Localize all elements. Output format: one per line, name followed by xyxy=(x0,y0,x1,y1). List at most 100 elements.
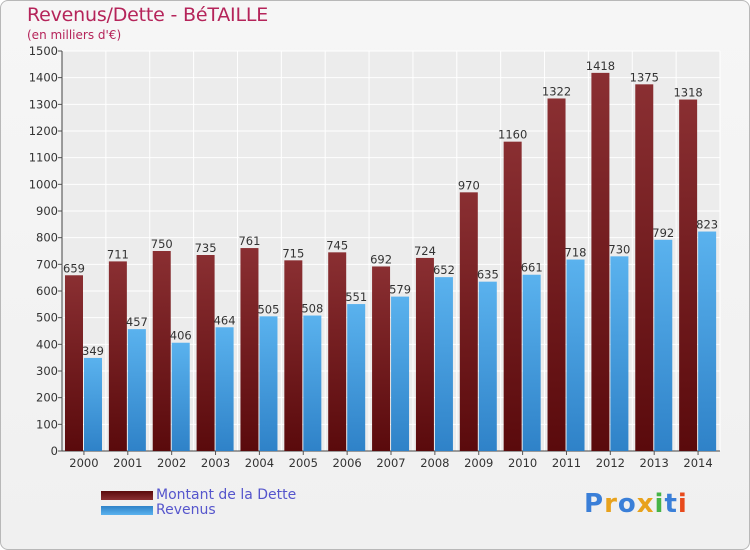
bar-revenus xyxy=(698,231,717,451)
bar-revenus xyxy=(654,239,673,451)
bar-dette xyxy=(65,275,83,451)
x-tick-label: 2013 xyxy=(640,456,669,470)
bar-revenus xyxy=(566,259,585,451)
bar-revenus xyxy=(610,256,629,451)
chart-title: Revenus/Dette - BéTAILLE xyxy=(27,4,269,26)
bar-revenus xyxy=(347,304,366,451)
bar-dette xyxy=(284,260,303,451)
data-label-revenus: 792 xyxy=(652,226,674,240)
bar-revenus xyxy=(171,342,190,451)
y-tick-label: 1000 xyxy=(29,177,58,191)
chart-subtitle: (en milliers d'€) xyxy=(27,28,122,42)
data-label-revenus: 505 xyxy=(257,302,279,316)
data-label-dette: 1418 xyxy=(586,59,615,73)
bar-revenus xyxy=(478,281,497,451)
data-label-revenus: 508 xyxy=(301,302,323,316)
logo-letter: t xyxy=(664,489,678,519)
data-label-revenus: 635 xyxy=(477,268,499,282)
data-label-revenus: 661 xyxy=(521,261,543,275)
data-label-dette: 692 xyxy=(370,252,392,266)
data-label-revenus: 730 xyxy=(608,242,630,256)
logo-letter: o xyxy=(617,489,637,519)
y-tick-label: 1400 xyxy=(29,71,58,85)
data-label-revenus: 406 xyxy=(170,329,192,343)
bar-dette xyxy=(635,84,654,451)
y-tick-label: 500 xyxy=(36,311,58,325)
bar-dette xyxy=(108,261,127,451)
data-label-revenus: 349 xyxy=(82,344,104,358)
y-tick-label: 0 xyxy=(51,444,58,458)
data-label-dette: 1318 xyxy=(673,86,702,100)
x-tick-label: 2001 xyxy=(113,456,142,470)
data-label-revenus: 457 xyxy=(126,315,148,329)
data-label-dette: 724 xyxy=(414,244,436,258)
legend-label-revenus: Revenus xyxy=(156,502,216,518)
plot-area xyxy=(62,51,720,451)
data-label-dette: 735 xyxy=(195,241,217,255)
data-label-dette: 659 xyxy=(63,261,85,275)
legend-item-dette: Montant de la Dette xyxy=(101,487,296,503)
data-label-dette: 750 xyxy=(151,237,173,251)
logo-letter: r xyxy=(604,489,618,519)
data-label-dette: 1375 xyxy=(630,70,659,84)
x-tick-label: 2003 xyxy=(201,456,230,470)
logo-letter: i xyxy=(654,489,665,519)
data-label-revenus: 823 xyxy=(696,218,718,232)
legend-label-dette: Montant de la Dette xyxy=(156,487,297,503)
data-label-dette: 1160 xyxy=(498,128,527,142)
logo-letter: x xyxy=(636,489,655,519)
x-tick-label: 2006 xyxy=(332,456,361,470)
x-tick-label: 2000 xyxy=(69,456,98,470)
y-tick-label: 1100 xyxy=(29,151,58,165)
bar-revenus xyxy=(522,274,541,451)
y-tick-label: 700 xyxy=(36,257,58,271)
y-tick-label: 100 xyxy=(36,417,58,431)
bar-revenus xyxy=(127,329,146,451)
data-label-revenus: 464 xyxy=(214,313,236,327)
data-label-dette: 715 xyxy=(282,246,304,260)
bar-dette xyxy=(591,72,610,451)
data-label-revenus: 718 xyxy=(565,246,587,260)
x-tick-label: 2011 xyxy=(552,456,581,470)
bar-dette xyxy=(152,251,171,451)
legend-swatch-revenus xyxy=(101,505,153,515)
bar-dette xyxy=(503,141,522,451)
bar-revenus xyxy=(84,357,102,451)
x-tick-label: 2009 xyxy=(464,456,493,470)
bar-dette xyxy=(196,255,215,451)
x-tick-label: 2014 xyxy=(683,456,712,470)
logo-letter: P xyxy=(584,489,605,519)
y-tick-label: 1300 xyxy=(29,97,58,111)
data-label-dette: 711 xyxy=(107,247,129,261)
bar-dette xyxy=(679,99,698,452)
x-tick-label: 2002 xyxy=(157,456,186,470)
bar-revenus xyxy=(391,296,410,451)
bar-dette xyxy=(459,192,478,452)
legend-swatch-dette xyxy=(101,490,153,500)
y-tick-label: 800 xyxy=(36,231,58,245)
data-label-dette: 745 xyxy=(326,238,348,252)
bar-dette xyxy=(240,248,259,451)
y-tick-label: 1500 xyxy=(29,44,58,58)
x-tick-label: 2008 xyxy=(420,456,449,470)
y-tick-label: 600 xyxy=(36,284,58,298)
data-label-revenus: 551 xyxy=(345,290,367,304)
bar-dette xyxy=(415,257,434,451)
data-label-dette: 1322 xyxy=(542,84,571,98)
legend-item-revenus: Revenus xyxy=(101,502,216,518)
logo-letter: i xyxy=(677,489,688,519)
data-label-revenus: 579 xyxy=(389,283,411,297)
bar-dette xyxy=(547,98,566,451)
x-tick-label: 2004 xyxy=(245,456,274,470)
bar-dette xyxy=(372,266,391,451)
y-tick-label: 1200 xyxy=(29,124,58,138)
data-label-dette: 970 xyxy=(458,178,480,192)
bar-dette xyxy=(328,252,347,451)
bar-revenus xyxy=(303,315,322,451)
data-label-dette: 761 xyxy=(238,234,260,248)
proxiti-logo: Proxiti xyxy=(584,489,688,519)
bar-revenus xyxy=(215,327,234,451)
x-tick-label: 2007 xyxy=(376,456,405,470)
